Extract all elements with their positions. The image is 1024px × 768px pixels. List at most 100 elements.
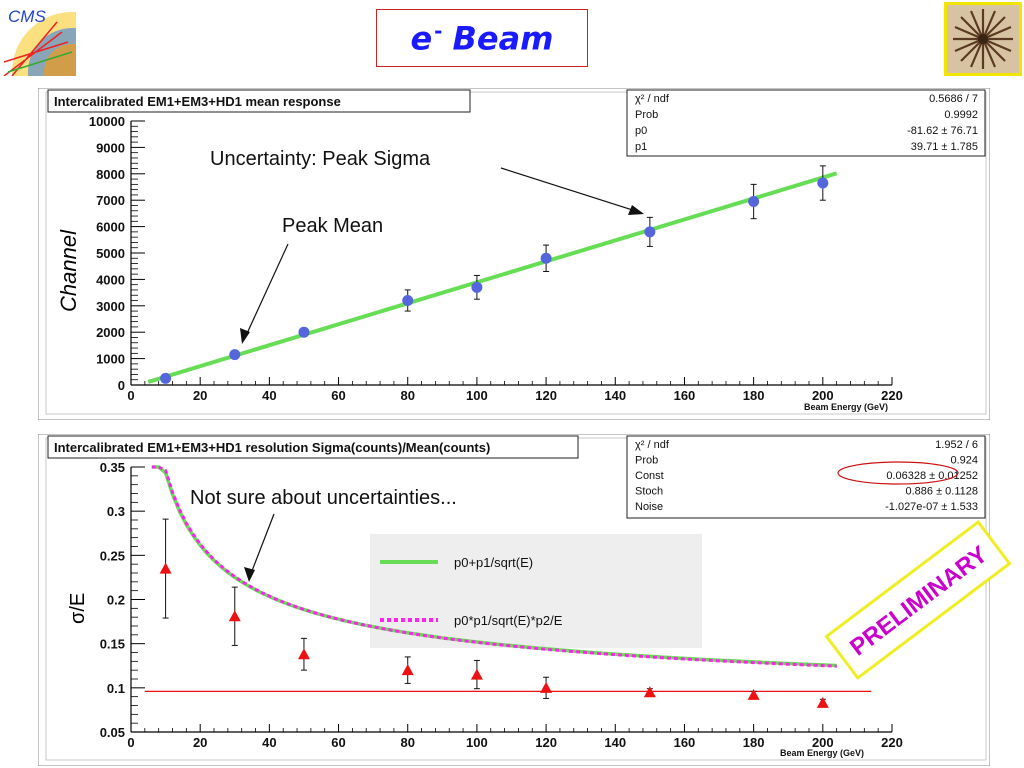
stats-label: Prob (635, 455, 658, 467)
data-point (471, 281, 483, 293)
data-point (540, 252, 552, 264)
chart1-title: Intercalibrated EM1+EM3+HD1 mean respons… (54, 94, 341, 109)
chart1-fit-line (147, 171, 838, 384)
data-point (401, 664, 414, 676)
slide-title: e - Beam (376, 9, 588, 67)
data-point (160, 372, 172, 384)
data-point (748, 196, 760, 208)
y-tick-label: 5000 (96, 246, 125, 261)
annotation-not-sure-arrowhead (244, 567, 255, 582)
annotation-peak-mean: Peak Mean (282, 215, 383, 237)
x-tick-label: 200 (812, 388, 834, 403)
y-tick-label: 3000 (96, 299, 125, 314)
x-tick-label: 20 (193, 735, 207, 750)
stats-label: χ² / ndf (635, 93, 670, 105)
y-tick-label: 0.2 (107, 593, 125, 608)
annotation-uncertainty-arrow (500, 167, 643, 214)
y-tick-label: 10000 (89, 114, 125, 129)
x-tick-label: 120 (535, 388, 557, 403)
x-tick-label: 40 (262, 388, 276, 403)
annotation-peak-mean-arrowhead (240, 328, 250, 344)
stats-label: Stoch (635, 486, 663, 498)
y-tick-label: 1000 (96, 352, 125, 367)
x-tick-label: 160 (674, 735, 696, 750)
y-tick-label: 0.15 (100, 637, 125, 652)
stats-value: 0.924 (950, 455, 978, 467)
data-point (228, 610, 241, 622)
data-point (747, 688, 760, 700)
x-tick-label: 100 (466, 735, 488, 750)
x-tick-label: 120 (535, 735, 557, 750)
stats-label: χ² / ndf (635, 439, 670, 451)
stats-label: Prob (635, 109, 658, 121)
data-point (644, 226, 656, 238)
chart2-ylabel: σ/E (67, 593, 89, 624)
slide-title-text: e - Beam (410, 18, 554, 58)
y-tick-label: 4000 (96, 272, 125, 287)
x-tick-label: 100 (466, 388, 488, 403)
x-tick-label: 160 (674, 388, 696, 403)
annotation-uncertainty-arrowhead (628, 205, 644, 215)
chart1-stats-box: χ² / ndf 0.5686 / 7 Prob 0.9992 p0 -81.62 ± 7… (626, 89, 986, 157)
stats-label: Noise (635, 501, 663, 513)
data-point (402, 295, 414, 307)
cms-logo: CMS (2, 2, 132, 132)
resolution-chart: Intercalibrated EM1+EM3+HD1 resolution S… (38, 434, 990, 766)
y-tick-label: 0.05 (100, 725, 125, 740)
stats-label: p1 (635, 141, 647, 153)
stats-value: 0.5686 / 7 (929, 93, 978, 105)
stats-value: -81.62 ± 76.71 (907, 125, 978, 137)
mean-response-chart: Intercalibrated EM1+EM3+HD1 mean respons… (38, 88, 990, 420)
y-tick-label: 2000 (96, 325, 125, 340)
data-point (297, 648, 310, 660)
data-point (816, 696, 829, 708)
detector-photo (944, 2, 1022, 76)
data-point (540, 681, 553, 693)
x-tick-label: 180 (743, 388, 765, 403)
y-tick-label: 0 (118, 378, 125, 393)
legend-label-1: p0+p1/sqrt(E) (454, 555, 533, 570)
x-tick-label: 80 (400, 735, 414, 750)
chart1-xlabel: Beam Energy (GeV) (804, 402, 888, 412)
x-tick-label: 0 (127, 735, 134, 750)
chart1-ylabel: Channel (56, 229, 81, 312)
stats-label: p0 (635, 125, 647, 137)
chart1-plot-area: 0 20 40 60 80 100 120 140 160 180 200 220 0 1000 2000 3… (89, 114, 903, 403)
chart2-xlabel: Beam Energy (GeV) (780, 748, 864, 758)
x-tick-label: 220 (881, 735, 903, 750)
chart1-title-box (47, 89, 471, 113)
y-tick-label: 0.3 (107, 504, 125, 519)
annotation-peak-mean-arrow (243, 243, 289, 341)
data-point (643, 686, 656, 698)
x-tick-label: 140 (604, 388, 626, 403)
chart2-fit-curve-2 (151, 465, 837, 668)
const-highlight-ellipse (837, 461, 959, 485)
y-tick-label: 0.25 (100, 548, 125, 563)
stats-value: 0.9992 (944, 109, 978, 121)
x-tick-label: 20 (193, 388, 207, 403)
y-tick-label: 9000 (96, 140, 125, 155)
stats-value: 39.71 ± 1.785 (911, 141, 978, 153)
cms-logo-text: CMS (8, 7, 46, 26)
stats-value: -1.027e-07 ± 1.533 (885, 501, 978, 513)
x-tick-label: 0 (127, 388, 134, 403)
chart2-legend: p0+p1/sqrt(E) p0*p1/sqrt(E)*p2/E (370, 534, 702, 648)
annotation-not-sure: Not sure about uncertainties... (190, 487, 457, 509)
stats-value: 0.06328 ± 0.01252 (886, 470, 978, 482)
data-point (298, 326, 310, 338)
x-tick-label: 80 (400, 388, 414, 403)
chart2-stats-box: χ² / ndf 1.952 / 6 Prob 0.924 Const 0.06328 ±… (626, 435, 986, 519)
y-tick-label: 0.1 (107, 681, 125, 696)
x-tick-label: 220 (881, 388, 903, 403)
stats-value: 1.952 / 6 (935, 439, 978, 451)
data-point (817, 177, 829, 189)
x-tick-label: 140 (604, 735, 626, 750)
y-tick-label: 0.35 (100, 460, 125, 475)
annotation-uncertainty: Uncertainty: Peak Sigma (210, 148, 431, 170)
chart2-plot-area: 0 20 40 60 80 100 120 140 160 180 200 220 0.05 0.1 0.1… (100, 460, 903, 750)
x-tick-label: 40 (262, 735, 276, 750)
data-point (229, 349, 241, 361)
y-tick-label: 6000 (96, 220, 125, 235)
y-tick-label: 7000 (96, 193, 125, 208)
legend-label-2: p0*p1/sqrt(E)*p2/E (454, 613, 563, 628)
